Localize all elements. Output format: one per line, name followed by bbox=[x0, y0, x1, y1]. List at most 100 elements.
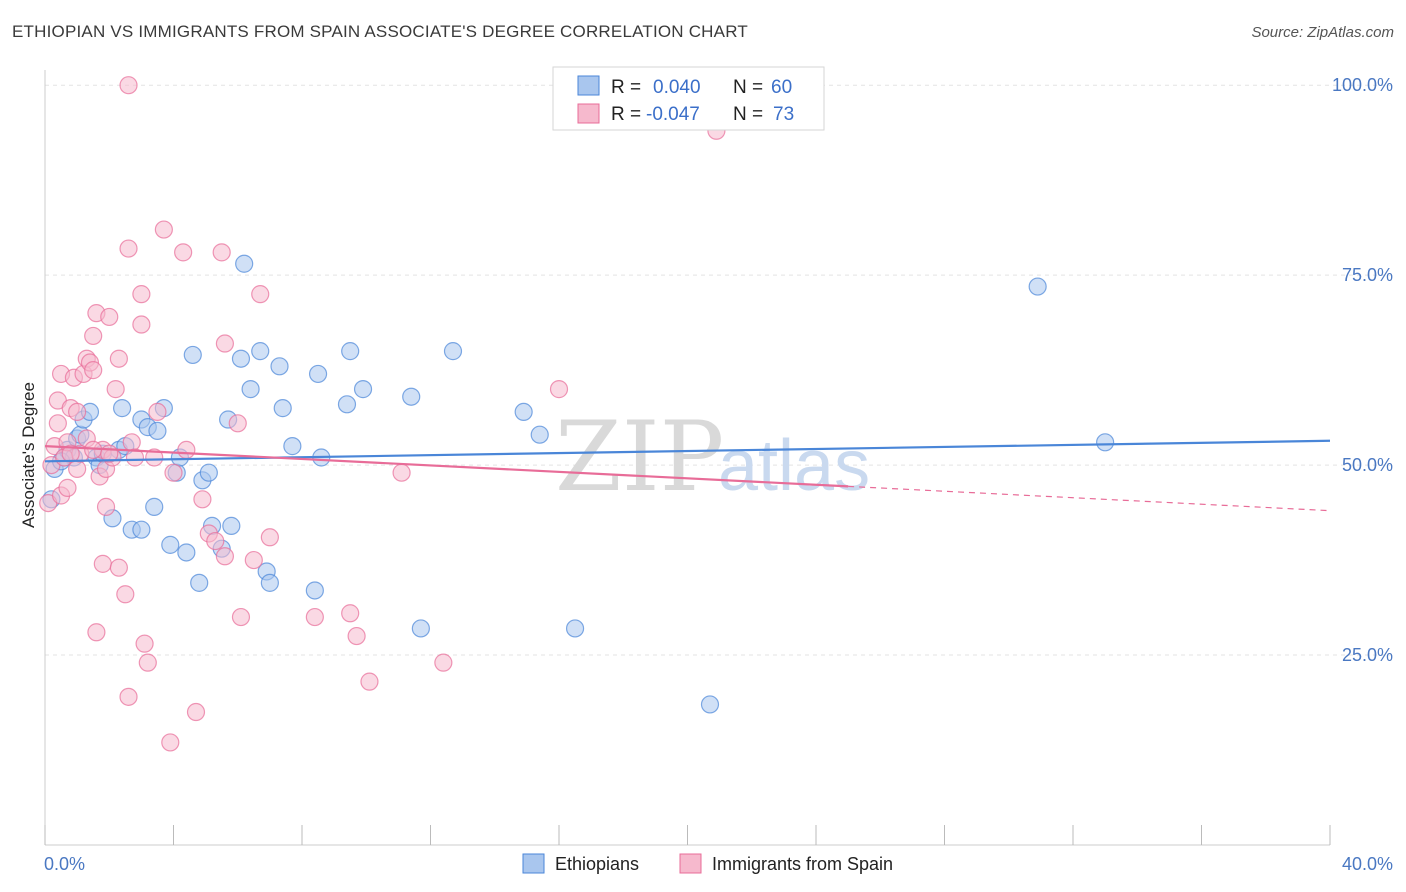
x-tick-label-1: 40.0% bbox=[1342, 854, 1393, 874]
spain-point-39 bbox=[135, 634, 154, 653]
x-tick-label-0: 0.0% bbox=[44, 854, 85, 874]
spain-point-72 bbox=[119, 76, 138, 95]
ethiopians-point-57 bbox=[1028, 277, 1047, 296]
y-tick-label-1: 50.0% bbox=[1342, 455, 1393, 475]
spain-point-19 bbox=[84, 361, 103, 380]
spain-trend-line-extension bbox=[848, 485, 1331, 512]
ethiopians-point-14 bbox=[112, 399, 132, 418]
ethiopians-point-38 bbox=[251, 342, 270, 361]
spain-point-66 bbox=[549, 380, 569, 399]
chart-title: ETHIOPIAN VS IMMIGRANTS FROM SPAIN ASSOC… bbox=[12, 22, 748, 41]
ethiopians-point-52 bbox=[443, 342, 463, 361]
ethiopians-point-17 bbox=[132, 520, 151, 539]
bottom-legend-swatch-ethiopians bbox=[522, 853, 545, 874]
spain-point-13 bbox=[68, 402, 87, 422]
legend-swatch-ethiopians bbox=[577, 75, 600, 96]
ethiopians-point-30 bbox=[199, 463, 218, 482]
spain-point-54 bbox=[215, 334, 234, 353]
series-legend: Ethiopians Immigrants from Spain bbox=[522, 853, 893, 874]
spain-point-61 bbox=[341, 604, 360, 623]
spain-point-55 bbox=[228, 414, 247, 433]
spain-point-12 bbox=[68, 459, 87, 478]
spain-point-20 bbox=[84, 326, 103, 346]
legend-r-label-2: R = bbox=[611, 104, 641, 125]
ethiopians-point-56 bbox=[700, 695, 720, 714]
spain-trend-line bbox=[44, 445, 849, 488]
ethiopians-point-35 bbox=[231, 349, 251, 368]
spain-point-52 bbox=[212, 243, 231, 262]
spain-point-65 bbox=[434, 653, 453, 672]
spain-point-48 bbox=[186, 702, 206, 722]
spain-point-56 bbox=[231, 607, 251, 627]
spain-point-28 bbox=[100, 307, 119, 327]
ethiopians-point-41 bbox=[270, 357, 289, 376]
ethiopians-point-40 bbox=[260, 573, 279, 592]
y-tick-label-3: 100.0% bbox=[1332, 75, 1393, 95]
ethiopians-point-28 bbox=[190, 573, 209, 592]
spain-point-4 bbox=[48, 414, 67, 433]
spain-point-45 bbox=[164, 463, 183, 482]
spain-point-51 bbox=[206, 531, 225, 551]
ethiopians-point-50 bbox=[402, 387, 421, 406]
spain-point-42 bbox=[148, 402, 167, 422]
spain-point-47 bbox=[177, 440, 196, 460]
bottom-legend-swatch-spain bbox=[679, 853, 702, 874]
spain-point-37 bbox=[132, 315, 151, 334]
spain-point-46 bbox=[174, 243, 193, 262]
spain-point-44 bbox=[161, 733, 180, 752]
gridlines bbox=[45, 84, 1392, 656]
ethiopians-point-55 bbox=[565, 619, 585, 638]
y-tick-label-2: 75.0% bbox=[1342, 265, 1393, 285]
ethiopians-point-44 bbox=[305, 581, 324, 600]
ethiopians-point-53 bbox=[514, 402, 533, 422]
legend-r-label-1: R = bbox=[611, 77, 641, 98]
spain-point-43 bbox=[154, 220, 173, 239]
spain-point-41 bbox=[145, 448, 164, 467]
stats-legend: R = 0.040 N = 60 R = -0.047 N = 73 bbox=[552, 66, 825, 131]
ethiopians-point-36 bbox=[235, 254, 254, 273]
spain-point-36 bbox=[125, 448, 145, 467]
y-tick-label-0: 25.0% bbox=[1342, 645, 1393, 665]
spain-point-49 bbox=[193, 490, 212, 509]
legend-n-label-2: N = bbox=[733, 104, 763, 125]
spain-point-24 bbox=[93, 554, 112, 573]
spain-point-70 bbox=[61, 444, 80, 463]
watermark-atlas: atlas bbox=[718, 426, 870, 506]
spain-point-22 bbox=[87, 623, 106, 642]
ethiopians-point-49 bbox=[353, 380, 373, 399]
legend-n-value-1: 60 bbox=[771, 77, 792, 98]
spain-point-34 bbox=[119, 239, 138, 258]
trend-lines bbox=[44, 439, 1331, 512]
spain-point-53 bbox=[215, 547, 234, 566]
spain-point-38 bbox=[132, 285, 151, 304]
bottom-legend-ethiopians: Ethiopians bbox=[555, 854, 639, 874]
ethiopians-point-37 bbox=[241, 380, 260, 399]
legend-r-value-2: -0.047 bbox=[646, 104, 700, 125]
spain-point-57 bbox=[244, 550, 263, 570]
ethiopians-point-58 bbox=[1096, 433, 1115, 452]
spain-point-40 bbox=[138, 653, 157, 672]
ethiopians-point-26 bbox=[177, 543, 196, 562]
spain-point-58 bbox=[251, 285, 270, 304]
legend-swatch-spain bbox=[577, 103, 600, 124]
ethiopians-point-47 bbox=[337, 395, 357, 414]
ethiopians-point-54 bbox=[530, 425, 549, 444]
ethiopians-point-20 bbox=[145, 497, 164, 516]
spain-point-63 bbox=[360, 672, 379, 691]
legend-n-label-1: N = bbox=[733, 77, 763, 98]
spain-point-33 bbox=[116, 585, 135, 604]
ethiopians-point-51 bbox=[411, 619, 430, 638]
source-label: Source: ZipAtlas.com bbox=[1251, 24, 1394, 41]
ethiopians-point-21 bbox=[148, 421, 167, 441]
axes bbox=[44, 70, 1331, 846]
bottom-legend-spain: Immigrants from Spain bbox=[712, 854, 893, 874]
legend-r-value-1: 0.040 bbox=[653, 77, 701, 98]
ethiopians-point-48 bbox=[341, 342, 360, 361]
spain-point-35 bbox=[122, 433, 141, 452]
spain-point-27 bbox=[96, 497, 116, 516]
ethiopians-point-23 bbox=[161, 535, 180, 554]
spain-point-32 bbox=[109, 349, 128, 368]
ethiopians-point-43 bbox=[283, 437, 302, 456]
spain-point-64 bbox=[392, 463, 411, 482]
